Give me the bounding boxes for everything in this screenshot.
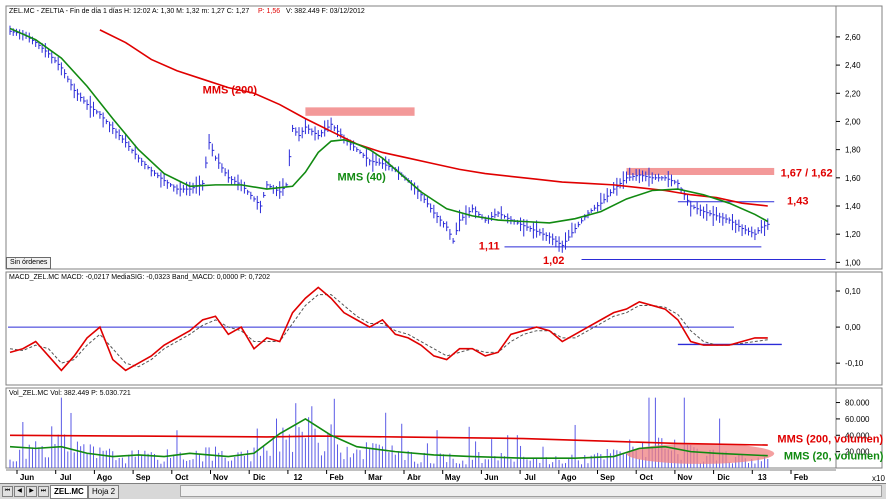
month-label: Nov (213, 473, 229, 482)
month-label: Jul (524, 473, 536, 482)
month-label: Sep (136, 473, 151, 482)
macd-tick-label: 0,10 (845, 287, 861, 296)
price-tick-label: 2,60 (845, 33, 861, 42)
month-label: Dic (253, 473, 266, 482)
price-tick-label: 2,40 (845, 61, 861, 70)
price-change: P: 1,56 (258, 8, 280, 15)
price-annotation: 1,02 (543, 255, 564, 267)
macd-pane-frame (5, 271, 837, 386)
month-label: Ago (97, 473, 113, 482)
first-sheet-icon[interactable]: ⏮ (2, 486, 13, 497)
month-label: Oct (175, 473, 189, 482)
price-pane-frame (5, 5, 837, 270)
volume-mms200-line (9, 434, 768, 446)
price-tick-label: 2,00 (845, 117, 861, 126)
month-label: Abr (407, 473, 421, 482)
volume-axis-frame (835, 387, 883, 469)
macd-tick-label: 0,00 (845, 323, 861, 332)
mms40-line (9, 27, 769, 224)
month-label: Feb (794, 473, 808, 482)
price-annotation: MMS (40) (338, 172, 387, 184)
resistance-zone-1 (626, 167, 775, 175)
macd-line (9, 286, 768, 372)
price-tick-label: 1,00 (845, 258, 861, 267)
volume-title: Vol_ZEL.MC Vol: 382.449 P: 5.030.721 (9, 390, 131, 397)
month-label: Sep (600, 473, 615, 482)
month-label: Oct (640, 473, 654, 482)
volume-tick-label: 80.000 (845, 399, 870, 408)
volume-annotation: MMS (200, volumen) (777, 434, 883, 446)
macd-signal-line (9, 294, 768, 368)
month-label: Jun (484, 473, 498, 482)
volume-highlight-zone (626, 443, 775, 464)
price-pane[interactable]: ZEL.MC - ZELTIA - Fin de día 1 días H: 1… (5, 5, 883, 270)
price-title: ZEL.MC - ZELTIA - Fin de día 1 días H: 1… (9, 8, 249, 15)
price-tick-label: 1,60 (845, 174, 861, 183)
volume-units: x10 (872, 474, 885, 483)
month-label: 12 (293, 473, 302, 482)
prev-sheet-icon[interactable]: ◀ (14, 486, 25, 497)
resistance-zone-0 (305, 107, 415, 116)
macd-title: MACD_ZEL.MC MACD: -0,0217 MediaSIG: -0,0… (9, 274, 270, 281)
horizontal-scrollbar[interactable] (180, 485, 882, 497)
price-tick-label: 1,80 (845, 146, 861, 155)
volume-pane[interactable]: Vol_ZEL.MC Vol: 382.449 P: 5.030.721 80.… (5, 387, 885, 483)
volume-tick-label: 60.000 (845, 415, 870, 424)
price-annotation: MMS (200) (203, 84, 258, 96)
price-tick-label: 1,40 (845, 202, 861, 211)
last-sheet-icon[interactable]: ⏭ (38, 486, 49, 497)
month-label: Jul (60, 473, 72, 482)
month-label: Jun (20, 473, 34, 482)
volume-tick-label: 20.000 (845, 448, 870, 457)
month-label: Ago (561, 473, 577, 482)
price-tick-label: 1,20 (845, 230, 861, 239)
macd-tick-label: -0,10 (845, 359, 864, 368)
time-axis: Jun Jul Ago Sep Oct Nov Dic 12 Feb Mar Abr May Jun Ju… (6, 469, 836, 482)
macd-pane[interactable]: MACD_ZEL.MC MACD: -0,0217 MediaSIG: -0,0… (5, 271, 883, 386)
month-label: Feb (329, 473, 343, 482)
tab-zel-mc[interactable]: ZEL.MC (50, 485, 88, 499)
month-label: Dic (717, 473, 730, 482)
month-label: May (445, 473, 461, 482)
month-label: Nov (677, 473, 693, 482)
volume-mms20-line (9, 417, 768, 459)
price-tick-label: 2,20 (845, 89, 861, 98)
price-axis-frame (835, 5, 883, 270)
price-annotation: 1,11 (479, 241, 500, 253)
next-sheet-icon[interactable]: ▶ (26, 486, 37, 497)
month-label: Mar (368, 473, 382, 482)
month-label: 13 (758, 473, 767, 482)
tab-hoja-2[interactable]: Hoja 2 (88, 485, 120, 499)
volume-tick-label: 40.000 (845, 431, 870, 440)
volume-annotation: MMS (20, volumen) (784, 451, 884, 463)
sin-ordenes-button[interactable]: Sin órdenes (6, 257, 52, 269)
price-annotation: 1,43 (787, 196, 808, 208)
macd-axis-frame (835, 271, 883, 386)
price-annotation: 1,67 / 1,62 (781, 167, 833, 179)
price-title-tail: V: 382.449 F: 03/12/2012 (286, 8, 365, 15)
